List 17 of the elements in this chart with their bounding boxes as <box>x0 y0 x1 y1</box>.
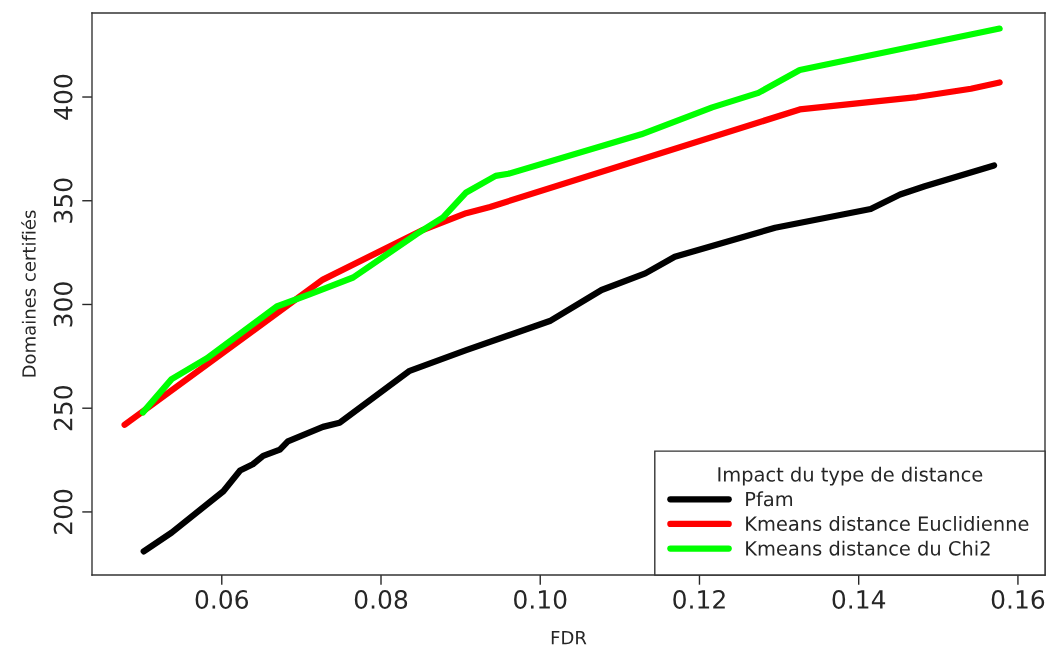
y-tick-label: 250 <box>53 386 73 431</box>
x-tick-label: 0.06 <box>195 590 249 609</box>
x-tick-label: 0.14 <box>832 590 886 609</box>
legend-label: Kmeans distance Euclidienne <box>746 515 1029 532</box>
x-tick-label: 0.10 <box>514 590 567 609</box>
y-tick-label: 200 <box>53 489 73 534</box>
legend-label: Kmeans distance du Chi2 <box>746 540 990 556</box>
y-axis-title: Domaines certifiés <box>21 210 36 377</box>
x-tick-label: 0.16 <box>991 590 1045 609</box>
x-tick-label: 0.12 <box>673 590 725 609</box>
y-tick-label: 300 <box>53 282 73 327</box>
x-tick-label: 0.08 <box>354 590 408 609</box>
legend-title: Impact du type de distance <box>718 466 983 486</box>
legend-label: Pfam <box>746 491 793 507</box>
y-tick-label: 400 <box>53 74 73 120</box>
x-axis-title: FDR <box>551 631 587 645</box>
y-tick-label: 350 <box>53 178 73 223</box>
